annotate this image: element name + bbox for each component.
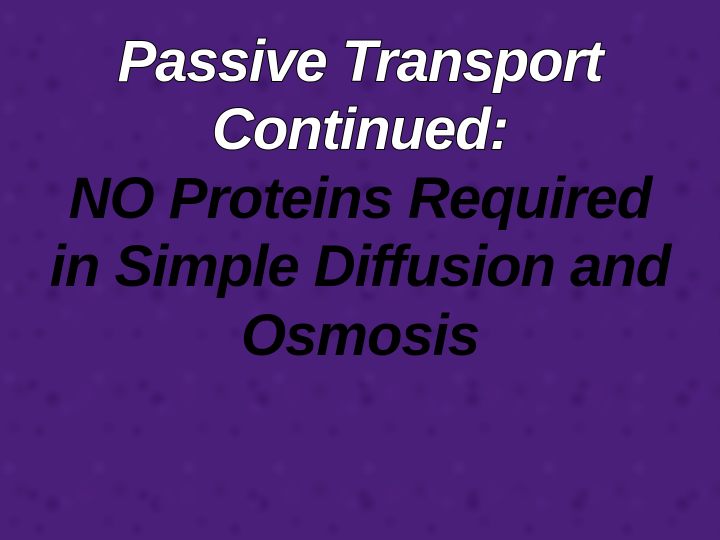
title-line-1: Passive Transport (118, 28, 603, 96)
body-line-3: Osmosis (241, 302, 479, 370)
body-line-2: in Simple Diffusion and (50, 233, 670, 301)
body-line-1: NO Proteins Required (69, 165, 652, 233)
title-line-2: Continued: (212, 96, 508, 164)
